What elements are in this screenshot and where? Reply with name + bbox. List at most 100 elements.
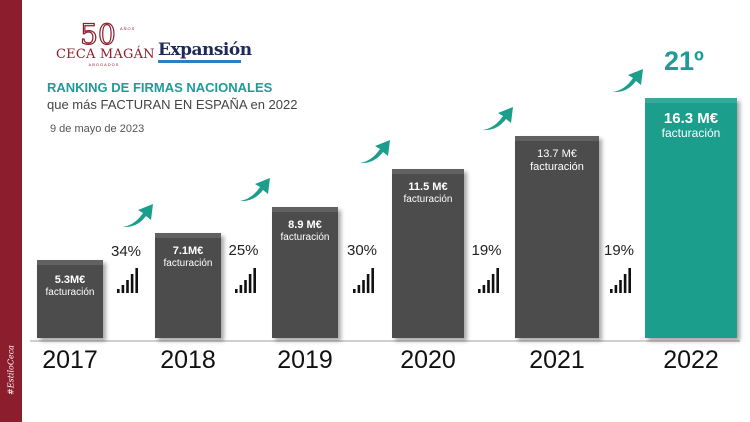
arrow-shape bbox=[483, 107, 513, 131]
bar-2019 bbox=[272, 207, 338, 338]
bar-unit: facturación bbox=[403, 193, 453, 205]
side-brand-stripe: #EstiloCeca bbox=[0, 0, 22, 422]
bar-unit: facturación bbox=[45, 286, 95, 298]
ceca-magan-logo: 50 AÑOS CECA MAGÁN ABOGADOS bbox=[56, 18, 155, 70]
bar-top-shade bbox=[155, 233, 221, 238]
bar-value: 13.7 M€ bbox=[537, 148, 577, 160]
signal-bar bbox=[135, 268, 138, 293]
signal-bar bbox=[121, 285, 125, 293]
signal-bar bbox=[477, 289, 481, 293]
growth-label-2: 25% bbox=[228, 242, 259, 259]
bar-2017 bbox=[37, 260, 103, 338]
signal-bar bbox=[239, 285, 242, 293]
signal-bar bbox=[130, 274, 134, 293]
bar-unit: facturación bbox=[163, 257, 213, 269]
bar-unit: facturación bbox=[530, 160, 584, 173]
signal-bar bbox=[482, 285, 485, 293]
year-label-2021: 2021 bbox=[529, 346, 585, 374]
bar-2021 bbox=[515, 136, 599, 338]
signal-bar bbox=[234, 289, 238, 293]
growth-signal-icon bbox=[353, 268, 374, 293]
growth-arrow-icon bbox=[613, 69, 643, 93]
chart-date: 9 de mayo de 2023 bbox=[50, 123, 145, 135]
expansion-logo-underline bbox=[158, 60, 241, 63]
bar-value-label-2018: 7.1M€ facturación bbox=[155, 245, 221, 269]
growth-label-5: 19% bbox=[604, 242, 635, 259]
bar-value: 7.1M€ bbox=[172, 245, 204, 257]
bar-top-shade bbox=[515, 136, 599, 141]
arrow-shape bbox=[123, 204, 153, 228]
growth-label-3: 30% bbox=[347, 242, 378, 259]
bar-2018 bbox=[155, 233, 221, 338]
bar-top-shade bbox=[272, 207, 338, 212]
chart-subtitle: que más FACTURAN EN ESPAÑA en 2022 bbox=[47, 97, 298, 112]
year-label-2022: 2022 bbox=[663, 346, 719, 374]
bar-value-label-2020: 11.5 M€ facturación bbox=[392, 181, 464, 205]
signal-bar bbox=[619, 280, 622, 293]
growth-arrow-icon bbox=[240, 178, 270, 202]
signal-bar bbox=[353, 289, 356, 293]
growth-label-4: 19% bbox=[471, 242, 502, 259]
signal-bar bbox=[371, 268, 374, 293]
bar-value-label-2019: 8.9 M€ facturación bbox=[272, 219, 338, 243]
arrow-shape bbox=[613, 69, 643, 93]
growth-signal-icon bbox=[610, 268, 631, 293]
signal-bar bbox=[117, 289, 120, 293]
ranking-position: 21º bbox=[664, 46, 704, 76]
bar-unit: facturación bbox=[280, 231, 330, 243]
growth-label-1: 34% bbox=[111, 243, 142, 260]
signal-bar bbox=[491, 274, 494, 293]
signal-bar bbox=[366, 274, 370, 293]
fifty-years-mark-icon: 50 bbox=[80, 18, 117, 48]
chart-title: RANKING DE FIRMAS NACIONALES bbox=[47, 80, 273, 95]
signal-bar bbox=[126, 280, 129, 293]
bar-top-shade bbox=[37, 260, 103, 265]
bar-value-label-2021: 13.7 M€ facturación bbox=[515, 148, 599, 173]
growth-signal-icon bbox=[477, 268, 499, 293]
svg-text:50: 50 bbox=[80, 18, 116, 48]
bar-unit: facturación bbox=[661, 126, 721, 141]
ceca-magan-sub: ABOGADOS bbox=[88, 62, 120, 67]
floor-baseline bbox=[30, 340, 740, 342]
signal-bar bbox=[610, 289, 613, 293]
ceca-anos-text: AÑOS bbox=[120, 26, 136, 31]
signal-bar bbox=[623, 274, 627, 293]
signal-bar bbox=[248, 274, 251, 293]
growth-signal-icon bbox=[234, 268, 256, 293]
bar-top-shade bbox=[645, 98, 737, 103]
growth-arrow-icon bbox=[360, 140, 390, 164]
signal-bar bbox=[495, 268, 499, 293]
signal-bar bbox=[357, 285, 361, 293]
year-label-2018: 2018 bbox=[160, 346, 216, 374]
bar-2022 bbox=[645, 98, 737, 338]
arrow-shape bbox=[240, 178, 270, 202]
signal-bar bbox=[362, 280, 365, 293]
bar-value-label-2022: 16.3 M€ facturación bbox=[645, 110, 737, 141]
ceca-magan-name: CECA MAGÁN bbox=[56, 47, 155, 62]
signal-bar bbox=[628, 268, 631, 293]
bar-value-label-2017: 5.3M€ facturación bbox=[37, 274, 103, 298]
signal-bar bbox=[252, 268, 256, 293]
growth-arrow-icon bbox=[483, 107, 513, 131]
bar-value: 5.3M€ bbox=[54, 274, 86, 286]
bar-value: 16.3 M€ bbox=[663, 110, 719, 127]
bar-value: 11.5 M€ bbox=[408, 181, 448, 193]
signal-bar bbox=[486, 280, 490, 293]
bar-2020 bbox=[392, 169, 464, 338]
signal-bar bbox=[614, 285, 618, 293]
year-label-2017: 2017 bbox=[42, 346, 98, 374]
arrow-shape bbox=[360, 140, 390, 164]
expansion-logo: Expansión bbox=[158, 40, 252, 60]
signal-bar bbox=[243, 280, 247, 293]
growth-arrow-icon bbox=[123, 204, 153, 228]
year-label-2019: 2019 bbox=[277, 346, 333, 374]
growth-signal-icon bbox=[117, 268, 138, 293]
bar-top-shade bbox=[392, 169, 464, 174]
